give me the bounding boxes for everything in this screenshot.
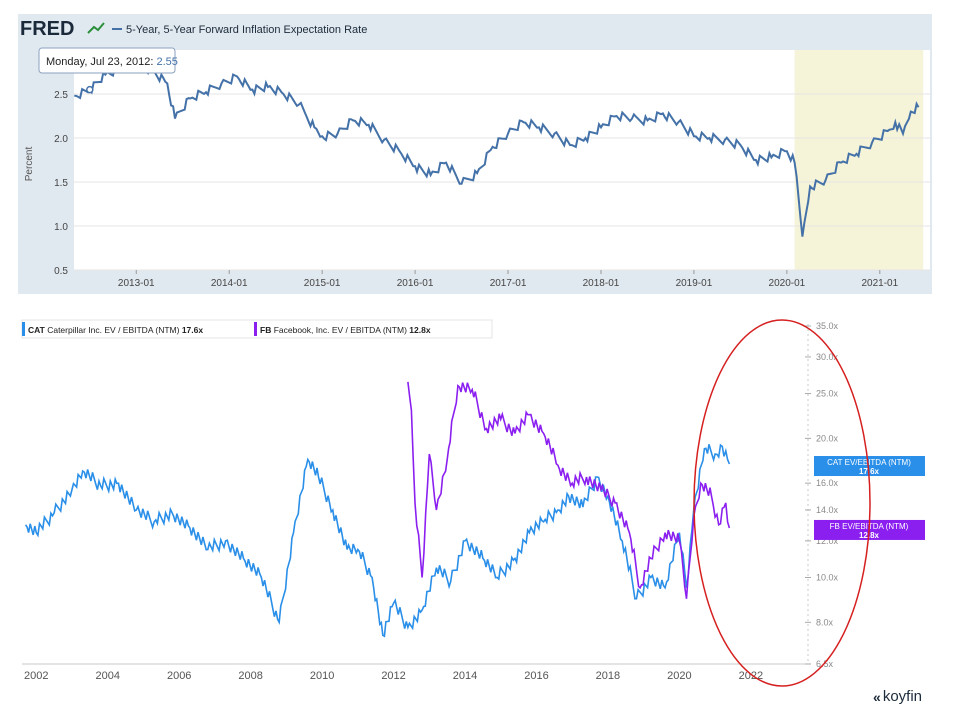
koyfin-x-tick-label: 2016 xyxy=(524,670,548,682)
fred-x-tick-label: 2020-01 xyxy=(769,278,806,289)
highlight-ellipse-annotation xyxy=(693,319,871,687)
koyfin-x-tick-label: 2020 xyxy=(667,670,691,682)
fred-y-tick-label: 1.0 xyxy=(54,222,68,233)
koyfin-x-tick-label: 2018 xyxy=(596,670,620,682)
legend-swatch-cat xyxy=(22,322,25,336)
koyfin-x-tick-label: 2012 xyxy=(381,670,405,682)
cat-series-line xyxy=(24,443,731,638)
fred-x-tick-label: 2015-01 xyxy=(304,278,341,289)
koyfin-y-tick-label: 10.0x xyxy=(816,573,839,583)
fred-hover-marker xyxy=(86,85,94,94)
fred-plot-area xyxy=(74,50,930,270)
fred-x-tick-label: 2021-01 xyxy=(861,278,898,289)
legend-item-cat: CAT Caterpillar Inc. EV / EBITDA (NTM) 1… xyxy=(28,325,203,335)
legend-item-fb: FB Facebook, Inc. EV / EBITDA (NTM) 12.8… xyxy=(260,325,431,335)
fred-legend-label: 5-Year, 5-Year Forward Inflation Expecta… xyxy=(126,24,367,36)
koyfin-chart-panel: CAT Caterpillar Inc. EV / EBITDA (NTM) 1… xyxy=(18,316,962,691)
koyfin-brand-text: koyfin xyxy=(882,688,922,705)
koyfin-y-tick-label: 12.0x xyxy=(816,536,839,546)
fred-x-tick-label: 2019-01 xyxy=(676,278,713,289)
koyfin-y-tick-label: 16.0x xyxy=(816,478,839,488)
koyfin-legend: CAT Caterpillar Inc. EV / EBITDA (NTM) 1… xyxy=(21,319,493,339)
fred-x-tick-label: 2018-01 xyxy=(583,278,620,289)
fred-y-tick-label: 0.5 xyxy=(54,266,68,277)
fred-tooltip-box xyxy=(38,47,176,74)
fred-logo-graph-icon xyxy=(87,22,105,34)
koyfin-y-tick-label: 30.0x xyxy=(816,352,839,362)
fred-x-tick-label: 2013-01 xyxy=(118,278,155,289)
koyfin-x-tick-label: 2006 xyxy=(167,670,191,682)
fred-chart: FRED 5-Year, 5-Year Forward Inflation Ex… xyxy=(20,18,930,289)
koyfin-y-tick-label: 35.0x xyxy=(816,321,839,331)
fred-y-tick-label: 2.5 xyxy=(54,90,68,101)
koyfin-y-tick-label: 25.0x xyxy=(816,389,839,399)
fred-logo: FRED xyxy=(20,18,74,40)
fred-tooltip-value: 2.55 xyxy=(156,56,177,68)
fb-series-line xyxy=(407,381,731,599)
svg-text:Monday, Jul 23, 2012: 2.55: Monday, Jul 23, 2012: 2.55 xyxy=(46,56,178,68)
fred-tooltip: Monday, Jul 23, 2012: 2.55 xyxy=(38,47,178,74)
koyfin-x-tick-label: 2014 xyxy=(453,670,477,682)
legend-swatch-fb xyxy=(254,322,257,336)
koyfin-x-tick-label: 2002 xyxy=(24,670,48,682)
fred-x-tick-label: 2017-01 xyxy=(490,278,527,289)
koyfin-chart: CAT Caterpillar Inc. EV / EBITDA (NTM) 1… xyxy=(21,319,925,687)
fred-series-line xyxy=(74,59,920,237)
koyfin-brand: « koyfin xyxy=(873,688,922,705)
koyfin-y-tick-label: 20.0x xyxy=(816,433,839,443)
recession-shading xyxy=(794,50,924,270)
fred-y-tick-label: 1.5 xyxy=(54,178,68,189)
koyfin-y-tick-label: 14.0x xyxy=(816,505,839,515)
tag-box-0 xyxy=(814,456,925,477)
koyfin-x-tick-label: 2004 xyxy=(96,670,120,682)
koyfin-y-tick-label: 8.0x xyxy=(816,617,834,627)
fred-header: FRED 5-Year, 5-Year Forward Inflation Ex… xyxy=(20,18,367,40)
tag-label-0: CAT EV/EBITDA (NTM) xyxy=(827,458,911,467)
fred-x-tick-label: 2016-01 xyxy=(397,278,434,289)
fred-tooltip-date: Monday, Jul 23, 2012: xyxy=(46,56,153,68)
fred-y-axis-label: Percent xyxy=(24,147,35,182)
koyfin-x-tick-label: 2008 xyxy=(238,670,262,682)
fred-y-tick-label: 2.0 xyxy=(54,134,68,145)
fred-chart-panel: FRED 5-Year, 5-Year Forward Inflation Ex… xyxy=(18,14,932,294)
fred-x-tick-label: 2014-01 xyxy=(211,278,248,289)
koyfin-logo-icon: « xyxy=(873,688,881,705)
koyfin-x-tick-label: 2010 xyxy=(310,670,334,682)
